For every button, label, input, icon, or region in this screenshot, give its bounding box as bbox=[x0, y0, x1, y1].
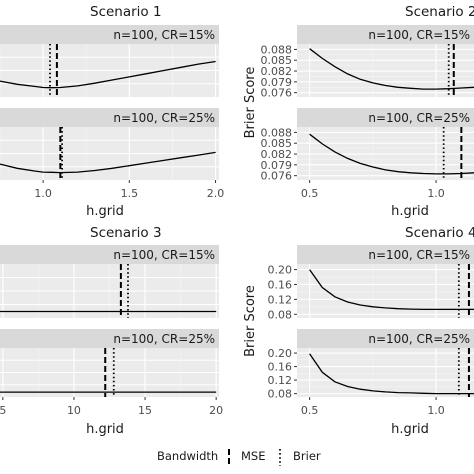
legend-title: Bandwidth bbox=[157, 449, 218, 463]
chart-grid: Scenario 1 n=100, CR=15% n=100, CR=25% 1.0 1… bbox=[0, 4, 474, 437]
strip-background bbox=[0, 245, 219, 264]
panel: n=100, CR=15% bbox=[0, 245, 219, 318]
y-tick-label: 0.088 bbox=[261, 126, 293, 139]
y-tick-label: 0.076 bbox=[261, 87, 293, 100]
y-tick-label: 0.20 bbox=[268, 347, 293, 360]
facet-title: Scenario 4 bbox=[405, 225, 474, 241]
strip-label: n=100, CR=25% bbox=[368, 111, 470, 125]
y-tick-label: 0.082 bbox=[261, 148, 293, 161]
panel: n=100, CR=25% 0.080.120.160.20 0.5 1.0 bbox=[268, 329, 474, 417]
legend-label-brier: Brier bbox=[293, 449, 321, 463]
legend: Bandwidth MSE Brier bbox=[157, 449, 321, 466]
y-tick-label: 0.085 bbox=[261, 54, 293, 67]
strip-label: n=100, CR=25% bbox=[368, 332, 470, 346]
x-tick-label: 0.5 bbox=[301, 404, 319, 417]
y-tick-label: 0.12 bbox=[268, 374, 293, 387]
y-tick-label: 0.085 bbox=[261, 137, 293, 150]
facet-title: Scenario 2 bbox=[405, 4, 474, 20]
strip-background bbox=[297, 25, 474, 44]
x-tick-label: 5 bbox=[0, 404, 6, 417]
facet-title: Scenario 1 bbox=[90, 4, 162, 20]
strip-background bbox=[0, 108, 219, 127]
x-tick-label: 1.0 bbox=[427, 187, 445, 200]
strip-label: n=100, CR=15% bbox=[113, 28, 215, 42]
x-axis-title: h.grid bbox=[391, 204, 429, 219]
strip-label: n=100, CR=15% bbox=[368, 28, 470, 42]
panel: n=100, CR=25% 1.0 1.5 2.0 bbox=[0, 108, 224, 200]
x-tick-label: 15 bbox=[138, 404, 152, 417]
score-curve bbox=[309, 353, 474, 395]
x-axis-title: h.grid bbox=[86, 204, 124, 219]
y-tick-label: 0.16 bbox=[268, 278, 293, 291]
x-tick-label: 1.5 bbox=[121, 187, 139, 200]
x-tick-label: 2.0 bbox=[207, 187, 225, 200]
panel: n=100, CR=25% 5 10 15 20 bbox=[0, 329, 223, 417]
y-axis-title: Brier Score bbox=[243, 285, 258, 357]
y-tick-label: 0.08 bbox=[268, 388, 293, 401]
strip-label: n=100, CR=25% bbox=[113, 332, 215, 346]
facet-scenario-2: Scenario 2n=100, CR=15%0.0760.0790.0820.… bbox=[243, 4, 474, 219]
strip-background bbox=[297, 245, 474, 264]
score-curve bbox=[309, 269, 474, 311]
score-curve bbox=[0, 151, 216, 174]
y-tick-label: 0.08 bbox=[268, 308, 293, 321]
score-curve bbox=[309, 133, 474, 175]
x-axis-title: h.grid bbox=[391, 422, 429, 437]
y-axis-title: Brier Score bbox=[243, 67, 258, 139]
strip-label: n=100, CR=15% bbox=[368, 248, 470, 262]
y-tick-label: 0.20 bbox=[268, 264, 293, 277]
x-axis-title: h.grid bbox=[86, 422, 124, 437]
legend-label-mse: MSE bbox=[241, 449, 266, 463]
strip-label: n=100, CR=25% bbox=[113, 111, 215, 125]
facet-scenario-3: Scenario 3 n=100, CR=15% n=100, CR=25% 5 10 1… bbox=[0, 225, 223, 437]
panel: n=100, CR=15% 0.08 0.12 0.160.20 bbox=[268, 245, 474, 321]
x-tick-label: 10 bbox=[67, 404, 81, 417]
x-tick-label: 1.0 bbox=[427, 404, 445, 417]
y-tick-label: 0.16 bbox=[268, 361, 293, 374]
facet-scenario-1: Scenario 1 n=100, CR=15% n=100, CR=25% 1.0 1… bbox=[0, 4, 224, 219]
panel: n=100, CR=15% bbox=[0, 25, 219, 97]
score-curve bbox=[309, 48, 474, 90]
y-tick-label: 0.12 bbox=[268, 293, 293, 306]
strip-background bbox=[0, 329, 219, 348]
strip-background bbox=[0, 25, 219, 44]
facet-scenario-4: Scenario 4n=100, CR=15%0.080.120.160.20n… bbox=[243, 225, 474, 437]
strip-background bbox=[297, 329, 474, 348]
panel-background bbox=[297, 348, 474, 397]
y-tick-label: 0.079 bbox=[261, 159, 293, 172]
y-tick-label: 0.076 bbox=[261, 170, 293, 183]
x-tick-label: 1.0 bbox=[34, 187, 52, 200]
x-tick-label: 20 bbox=[209, 404, 223, 417]
x-tick-label: 0.5 bbox=[301, 187, 319, 200]
strip-label: n=100, CR=15% bbox=[113, 248, 215, 262]
strip-background bbox=[297, 108, 474, 127]
facet-title: Scenario 3 bbox=[90, 225, 162, 241]
y-tick-label: 0.082 bbox=[261, 65, 293, 78]
y-tick-label: 0.088 bbox=[261, 43, 293, 56]
y-tick-label: 0.079 bbox=[261, 76, 293, 89]
score-curve bbox=[0, 60, 216, 89]
